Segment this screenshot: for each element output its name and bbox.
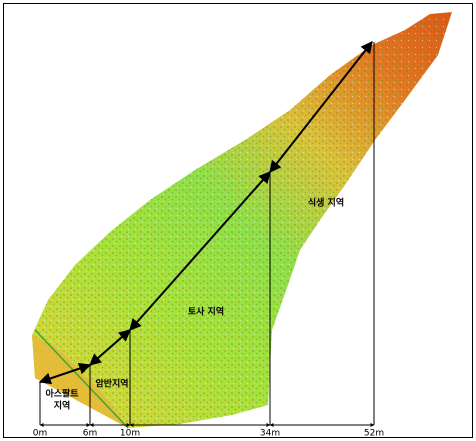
- distance-label: 0m: [33, 429, 48, 439]
- point-cloud: [32, 12, 452, 429]
- region-label: 암반지역: [95, 378, 128, 390]
- frame: [3, 3, 473, 438]
- region-label: 아스팔트: [45, 388, 79, 400]
- distance-label: 10m: [120, 429, 140, 439]
- distance-label: 52m: [364, 429, 384, 439]
- distance-label: 34m: [260, 429, 280, 439]
- region-label: 토사 지역: [188, 306, 224, 318]
- distance-label: 6m: [83, 429, 98, 439]
- region-label: 지역: [54, 400, 71, 412]
- profile-arrows: [38, 41, 373, 385]
- region-label: 식생 지역: [308, 197, 344, 209]
- drop-lines: [39, 42, 375, 425]
